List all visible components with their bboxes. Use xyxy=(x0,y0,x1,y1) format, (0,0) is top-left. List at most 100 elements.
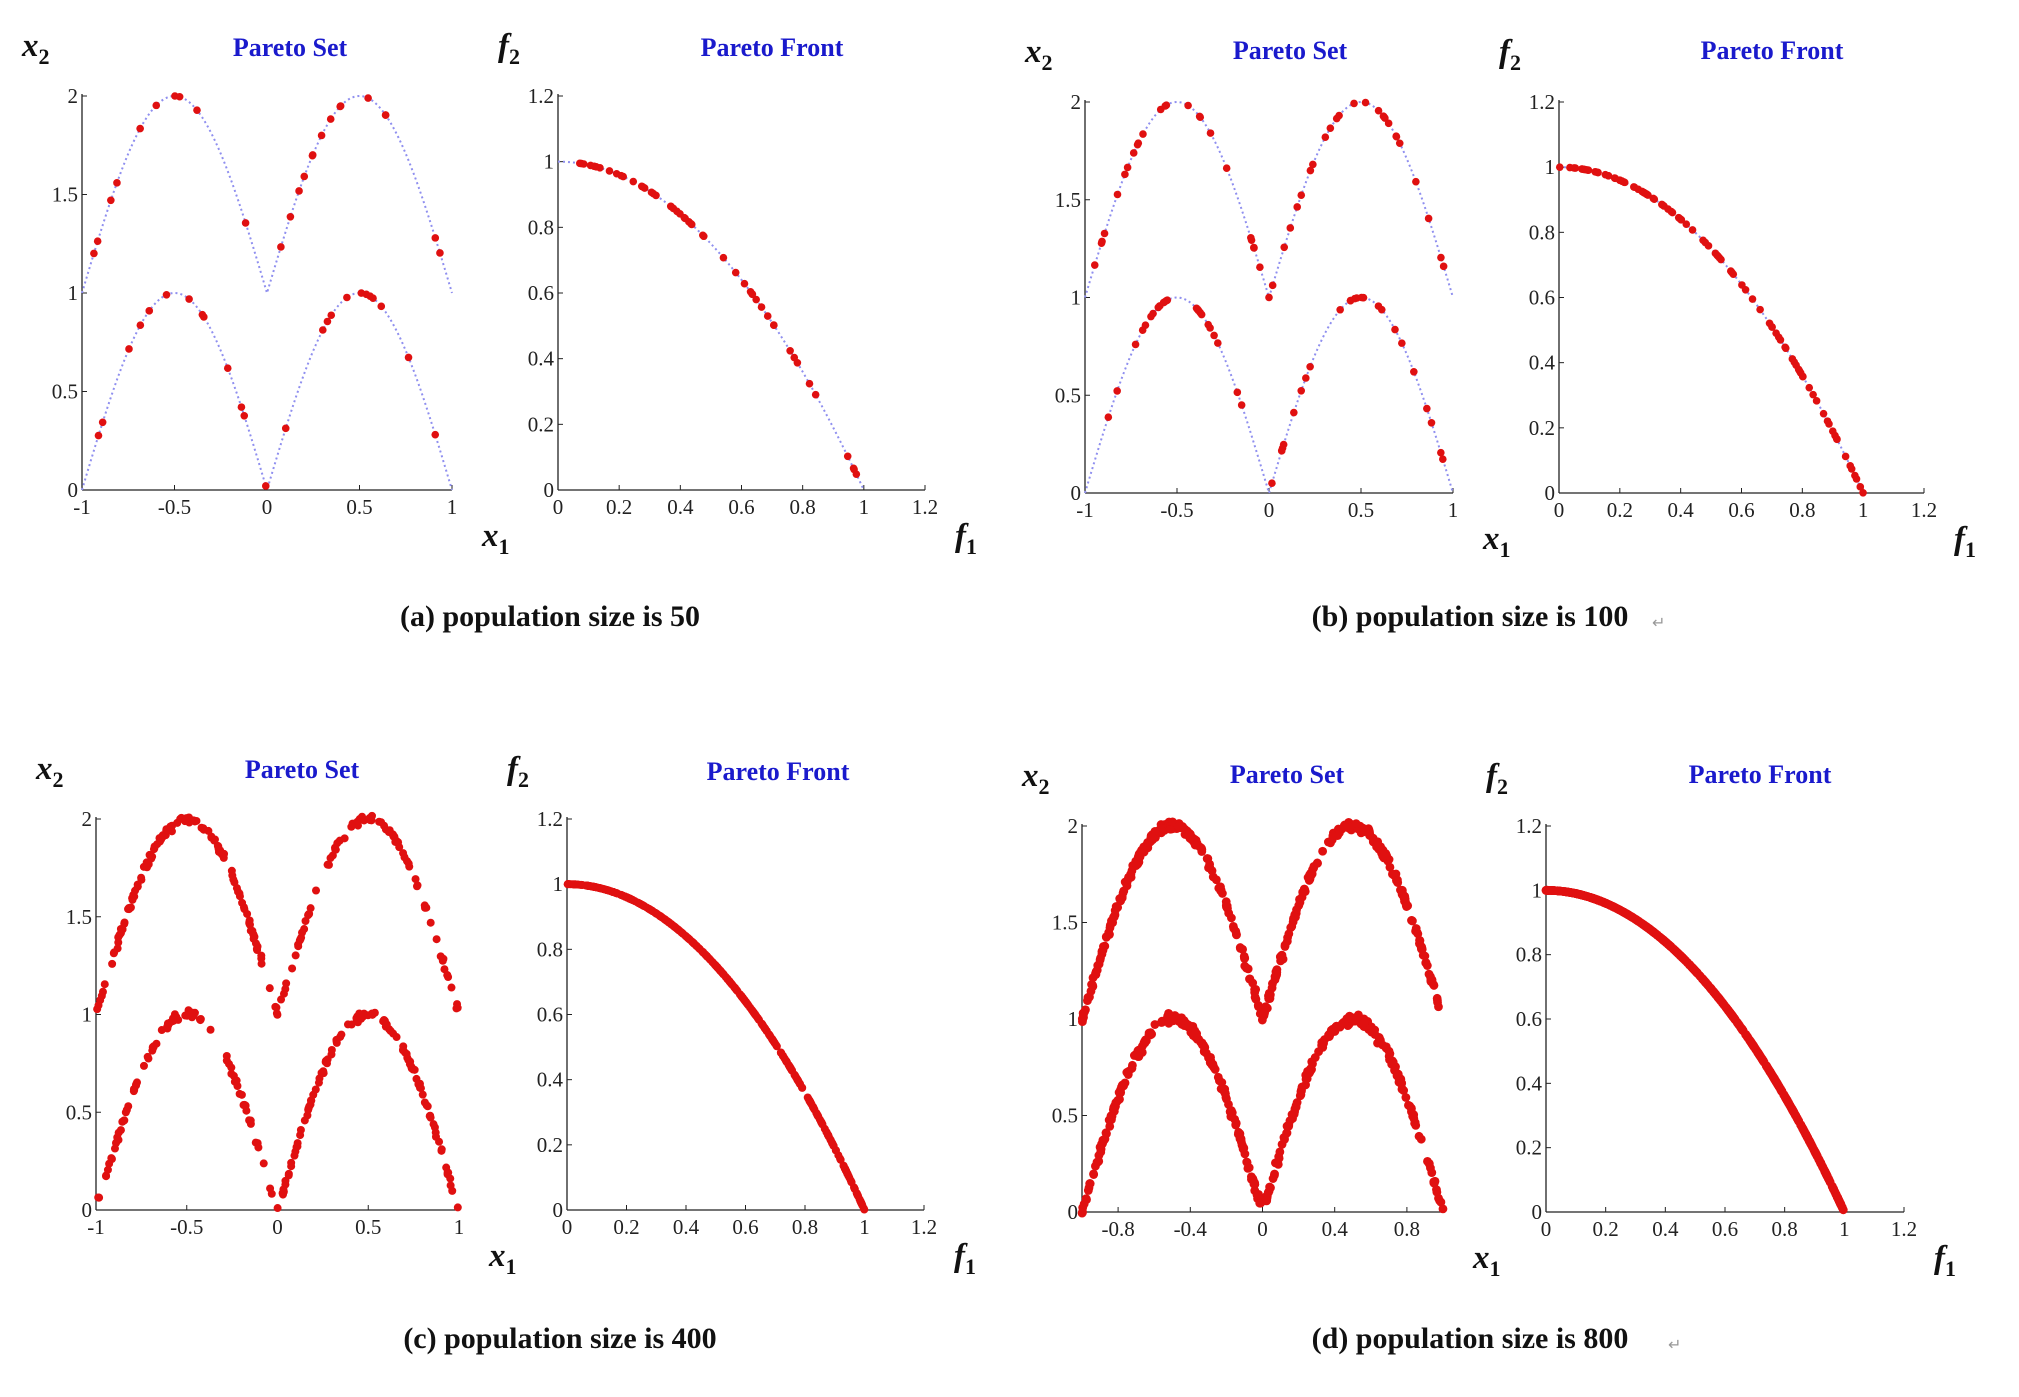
data-point xyxy=(1427,419,1436,427)
y-tick-label: 1 xyxy=(1068,1007,1079,1031)
y-axis-label: f2 xyxy=(498,28,520,69)
data-point xyxy=(1438,1204,1448,1214)
data-point xyxy=(327,1045,336,1054)
data-point xyxy=(436,952,445,961)
data-point xyxy=(300,172,309,181)
data-point xyxy=(1245,974,1255,984)
data-point xyxy=(805,379,814,388)
data-point xyxy=(131,886,140,895)
caption-d: (d) population size is 800 xyxy=(1311,1322,1629,1355)
data-point xyxy=(1297,191,1306,199)
data-point xyxy=(380,1016,389,1025)
data-point xyxy=(402,1049,411,1058)
data-point xyxy=(1332,1021,1341,1031)
data-point xyxy=(163,1024,172,1033)
data-point xyxy=(1730,1015,1740,1025)
data-point xyxy=(1237,401,1246,409)
data-point xyxy=(149,1042,158,1051)
data-point xyxy=(1668,208,1677,217)
x-tick-label: 0.5 xyxy=(355,1215,381,1239)
data-point xyxy=(185,295,193,303)
data-point xyxy=(1545,885,1554,895)
data-point xyxy=(740,279,749,288)
data-point xyxy=(293,1142,302,1151)
data-point xyxy=(1616,176,1624,185)
chart-a-pareto-front: 0 0.2 0.4 0.6 0.8 1 1.2 0 0.2 0.4 0.6 0.8 1 1.2 Pareto… xyxy=(498,28,977,559)
x-tick-label: 0.4 xyxy=(1322,1217,1349,1241)
caption-b: (b) population size is 100 xyxy=(1311,600,1629,633)
data-point xyxy=(1351,819,1361,829)
chart-title: Pareto Set xyxy=(1230,760,1345,789)
data-point xyxy=(311,1085,320,1094)
data-point xyxy=(1796,1120,1806,1130)
data-point xyxy=(1105,920,1115,930)
data-point xyxy=(222,1051,231,1060)
data-point xyxy=(1374,1038,1384,1047)
data-point xyxy=(1124,1066,1134,1076)
data-point xyxy=(442,1163,451,1172)
chart-title: Pareto Set xyxy=(245,755,360,784)
data-point xyxy=(1269,1170,1279,1180)
data-point xyxy=(364,94,372,102)
data-point xyxy=(145,307,154,315)
data-point xyxy=(1077,1014,1087,1024)
data-point xyxy=(167,822,176,831)
data-point xyxy=(1776,336,1785,344)
y-tick-label: 0 xyxy=(82,1198,93,1222)
data-point xyxy=(290,1151,299,1160)
x-tick-label: 0 xyxy=(553,495,564,519)
data-point xyxy=(281,424,290,433)
data-point xyxy=(114,938,123,947)
data-point xyxy=(1164,1009,1173,1018)
data-point xyxy=(1218,1085,1228,1094)
data-point xyxy=(1384,119,1393,128)
data-point xyxy=(1210,331,1218,340)
data-point xyxy=(666,202,675,211)
data-point xyxy=(1306,166,1315,175)
data-point xyxy=(102,1171,111,1180)
data-point xyxy=(1779,1090,1789,1100)
data-point xyxy=(301,917,310,926)
data-point xyxy=(94,431,103,440)
data-point xyxy=(1263,1188,1273,1198)
data-point xyxy=(1406,1104,1416,1114)
data-point xyxy=(1248,1175,1258,1185)
data-point xyxy=(90,249,98,258)
data-point xyxy=(1290,408,1298,417)
y-tick-label: 0.2 xyxy=(528,412,554,436)
data-point xyxy=(1113,903,1123,912)
data-point xyxy=(1828,1184,1838,1193)
data-point xyxy=(365,815,374,824)
data-point xyxy=(563,880,572,889)
pareto-set-curve xyxy=(81,291,453,494)
data-point xyxy=(612,169,621,178)
y-tick-label: 0.6 xyxy=(1516,1007,1542,1031)
y-axis-label: f2 xyxy=(507,751,529,792)
data-point xyxy=(277,243,285,251)
data-point xyxy=(1113,190,1122,199)
data-point xyxy=(1414,1131,1424,1141)
y-axis-label: f2 xyxy=(1499,34,1521,75)
data-point xyxy=(1141,321,1150,329)
data-point xyxy=(1809,390,1817,399)
data-point xyxy=(1650,195,1659,203)
data-point xyxy=(1265,293,1273,302)
data-point xyxy=(1555,163,1564,171)
data-point xyxy=(1675,214,1684,222)
data-point xyxy=(1336,305,1344,314)
data-point xyxy=(110,1144,119,1153)
x-tick-label: 0.6 xyxy=(1712,1217,1738,1241)
pareto-set-curve xyxy=(1084,296,1454,497)
data-point xyxy=(1729,270,1738,278)
data-point xyxy=(297,933,306,942)
y-tick-label: 0.8 xyxy=(537,937,563,961)
data-point xyxy=(1164,1018,1174,1028)
data-point xyxy=(831,1146,840,1155)
y-tick-label: 0.5 xyxy=(66,1100,92,1124)
data-point xyxy=(1204,863,1213,873)
return-mark-d: ↵ xyxy=(1668,1335,1682,1354)
data-point xyxy=(1715,253,1724,262)
data-point xyxy=(94,1193,103,1202)
data-point xyxy=(1217,1078,1227,1087)
data-point xyxy=(323,317,332,326)
